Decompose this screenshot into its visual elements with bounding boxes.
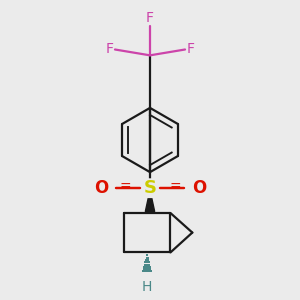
Text: =: =	[119, 180, 131, 194]
Text: F: F	[106, 43, 113, 56]
Text: H: H	[142, 280, 152, 294]
Polygon shape	[145, 194, 155, 211]
Text: F: F	[146, 11, 154, 25]
Text: F: F	[187, 43, 194, 56]
Text: =: =	[169, 180, 181, 194]
Text: S: S	[143, 179, 157, 197]
Text: O: O	[192, 179, 206, 197]
Text: O: O	[94, 179, 108, 197]
